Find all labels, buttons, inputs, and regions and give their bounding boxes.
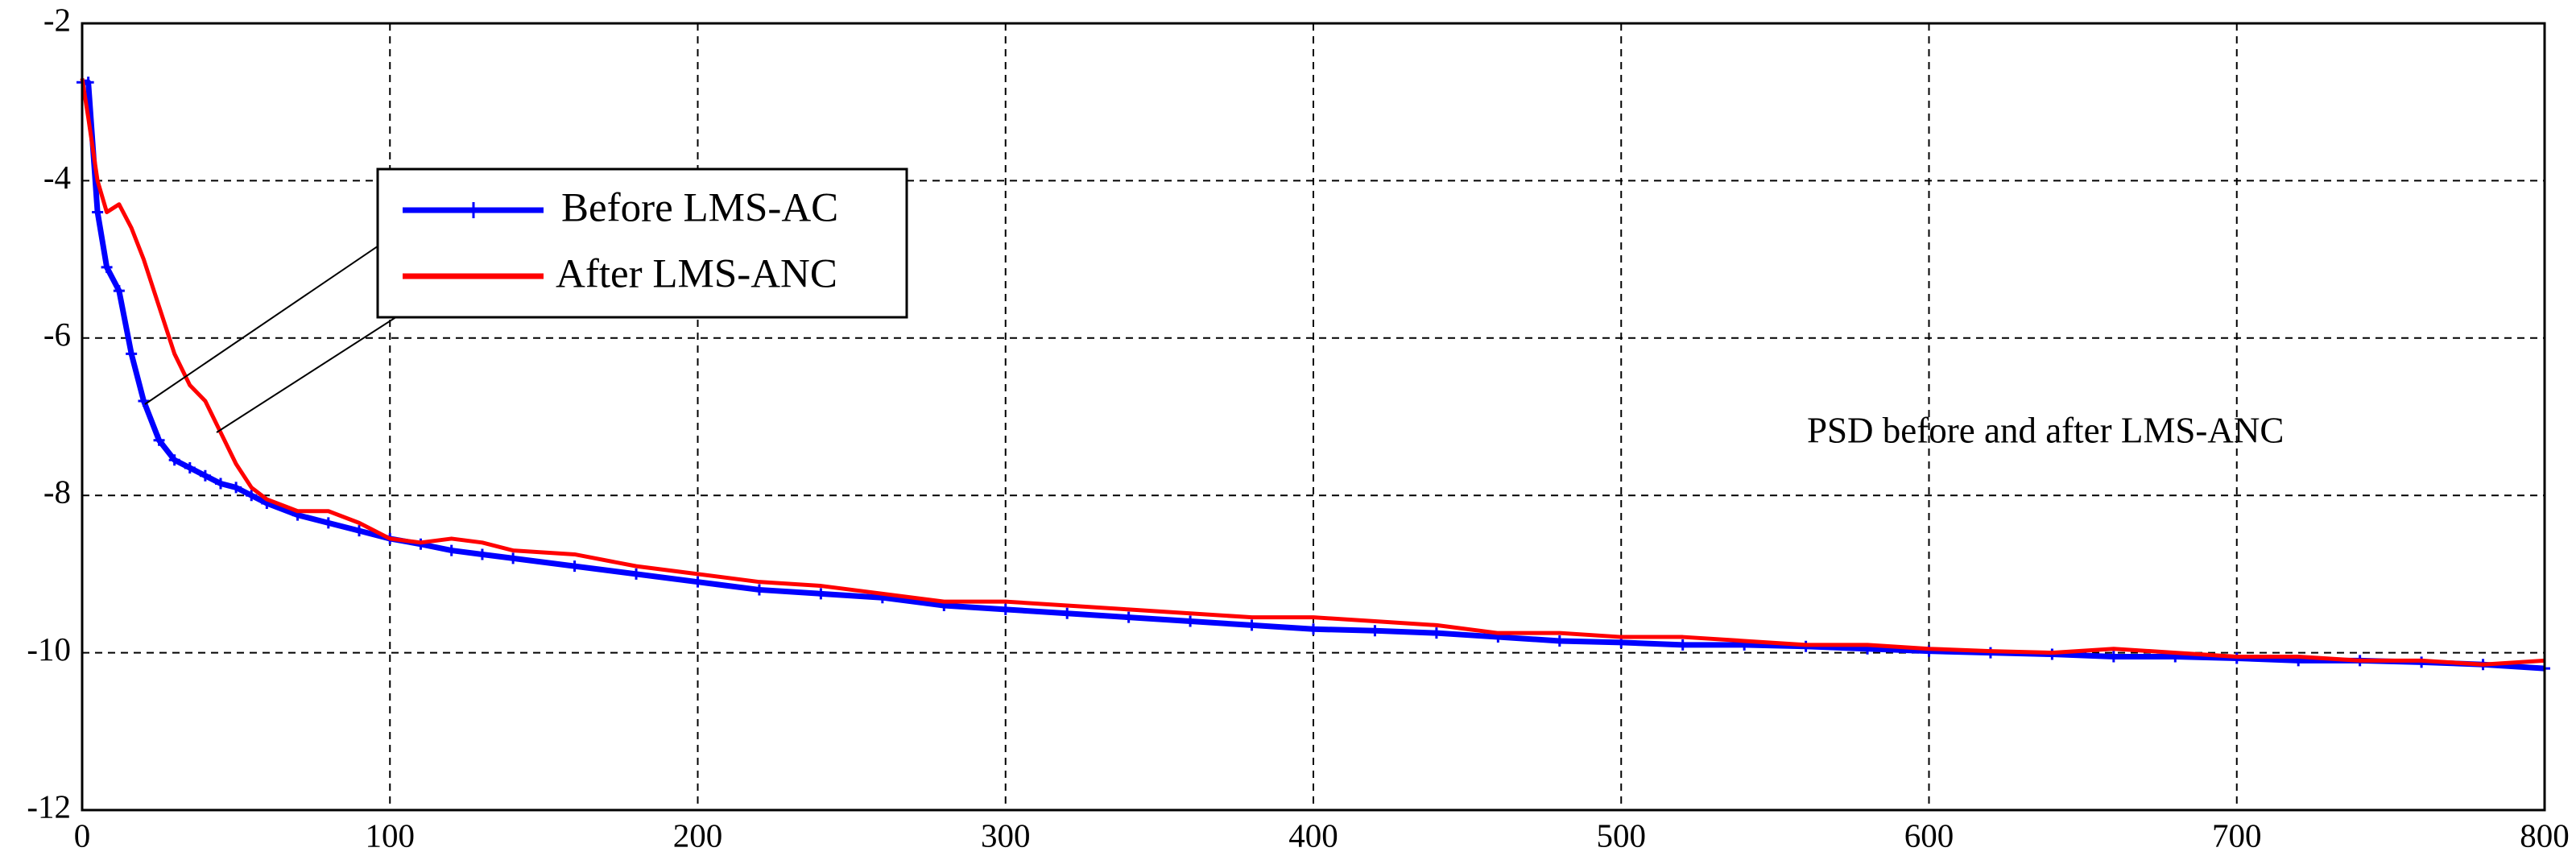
y-tick-label: -10 <box>27 631 71 668</box>
series-line <box>80 78 2545 667</box>
x-tick-label: 400 <box>1288 817 1338 854</box>
legend: Before LMS-AC After LMS-ANC <box>376 167 908 319</box>
x-tick-label: 100 <box>366 817 416 854</box>
x-tick-label: 200 <box>673 817 723 854</box>
y-tick-label: -8 <box>43 473 71 511</box>
legend-box <box>376 167 908 319</box>
x-tick-label: 500 <box>1597 817 1647 854</box>
x-tick-label: 600 <box>1904 817 1954 854</box>
legend-label: Before LMS-AC <box>561 186 838 231</box>
x-tick-label: 300 <box>981 817 1031 854</box>
legend-marker <box>465 202 482 218</box>
legend-label: After LMS-ANC <box>556 252 837 297</box>
y-tick-label: -6 <box>43 316 71 353</box>
y-tick-label: -12 <box>27 788 71 825</box>
annotation: PSD before and after LMS-ANC <box>1807 410 2284 450</box>
plot-frame <box>81 22 2546 812</box>
x-tick-label: 700 <box>2212 817 2262 854</box>
x-tick-label: 0 <box>74 817 91 854</box>
x-tick-label: 800 <box>2520 817 2570 854</box>
y-tick-label: -4 <box>43 159 71 196</box>
y-tick-label: -2 <box>43 1 71 38</box>
